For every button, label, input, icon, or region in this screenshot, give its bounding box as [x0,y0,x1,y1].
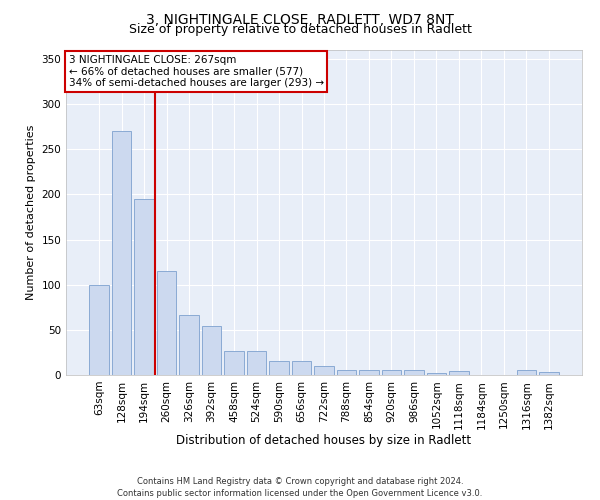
Bar [427,373,446,375]
Bar [539,372,559,375]
Bar [202,326,221,375]
Bar [112,131,131,375]
Bar [224,350,244,375]
Bar [269,362,289,375]
Text: Contains HM Land Registry data © Crown copyright and database right 2024.
Contai: Contains HM Land Registry data © Crown c… [118,476,482,498]
Text: 3 NIGHTINGALE CLOSE: 267sqm
← 66% of detached houses are smaller (577)
34% of se: 3 NIGHTINGALE CLOSE: 267sqm ← 66% of det… [68,55,324,88]
Bar [247,350,266,375]
Bar [359,370,379,375]
Bar [449,372,469,375]
Bar [179,316,199,375]
Y-axis label: Number of detached properties: Number of detached properties [26,125,36,300]
Text: 3, NIGHTINGALE CLOSE, RADLETT, WD7 8NT: 3, NIGHTINGALE CLOSE, RADLETT, WD7 8NT [146,12,454,26]
Bar [404,370,424,375]
Bar [337,370,356,375]
Bar [382,370,401,375]
Bar [314,366,334,375]
X-axis label: Distribution of detached houses by size in Radlett: Distribution of detached houses by size … [176,434,472,447]
Bar [89,284,109,375]
Text: Size of property relative to detached houses in Radlett: Size of property relative to detached ho… [128,22,472,36]
Bar [157,271,176,375]
Bar [134,199,154,375]
Bar [292,362,311,375]
Bar [517,370,536,375]
